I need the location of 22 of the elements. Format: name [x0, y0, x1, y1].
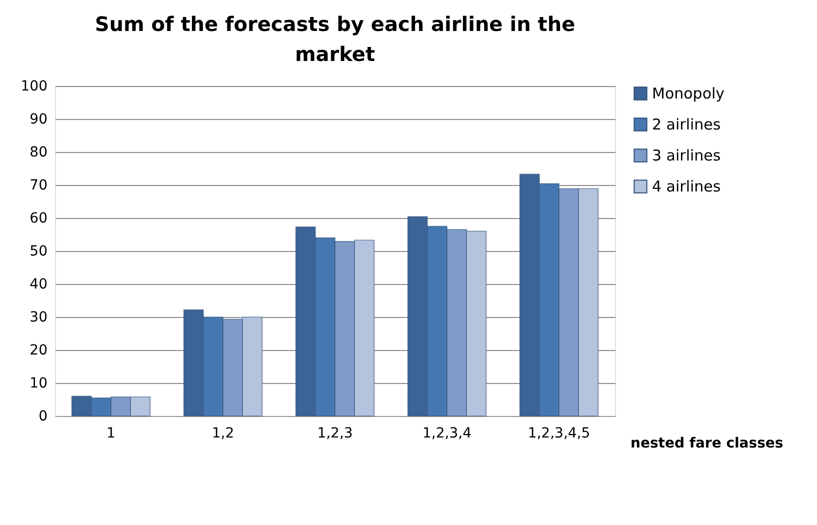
x-tick-label: 1,2,3,4	[422, 426, 472, 442]
legend-label: 3 airlines	[652, 146, 721, 164]
y-tick-label: 10	[30, 376, 48, 392]
y-tick-label: 0	[38, 408, 48, 424]
chart-title: Sum of the forecasts by each airline in the market	[94, 12, 576, 66]
x-tick-label: 1,2	[212, 426, 234, 442]
y-tick-label: 100	[20, 78, 48, 94]
y-tick-label: 70	[30, 178, 48, 194]
x-tick-label: 1,2,3	[317, 426, 353, 442]
y-tick-label: 20	[30, 342, 48, 358]
y-tick-label: 90	[30, 112, 48, 128]
legend-label: Monopoly	[652, 84, 725, 102]
legend-label: 4 airlines	[652, 178, 721, 196]
y-tick-label: 30	[30, 310, 48, 326]
x-tick-label: 1,2,3,4,5	[528, 426, 590, 442]
y-tick-label: 80	[30, 144, 48, 160]
x-tick-label: 1	[106, 426, 116, 442]
x-axis-title: nested fare classes	[630, 436, 784, 452]
y-tick-label: 40	[30, 276, 48, 292]
y-tick-label: 50	[30, 244, 48, 260]
legend-label: 2 airlines	[652, 116, 721, 134]
y-tick-label: 60	[30, 210, 48, 226]
